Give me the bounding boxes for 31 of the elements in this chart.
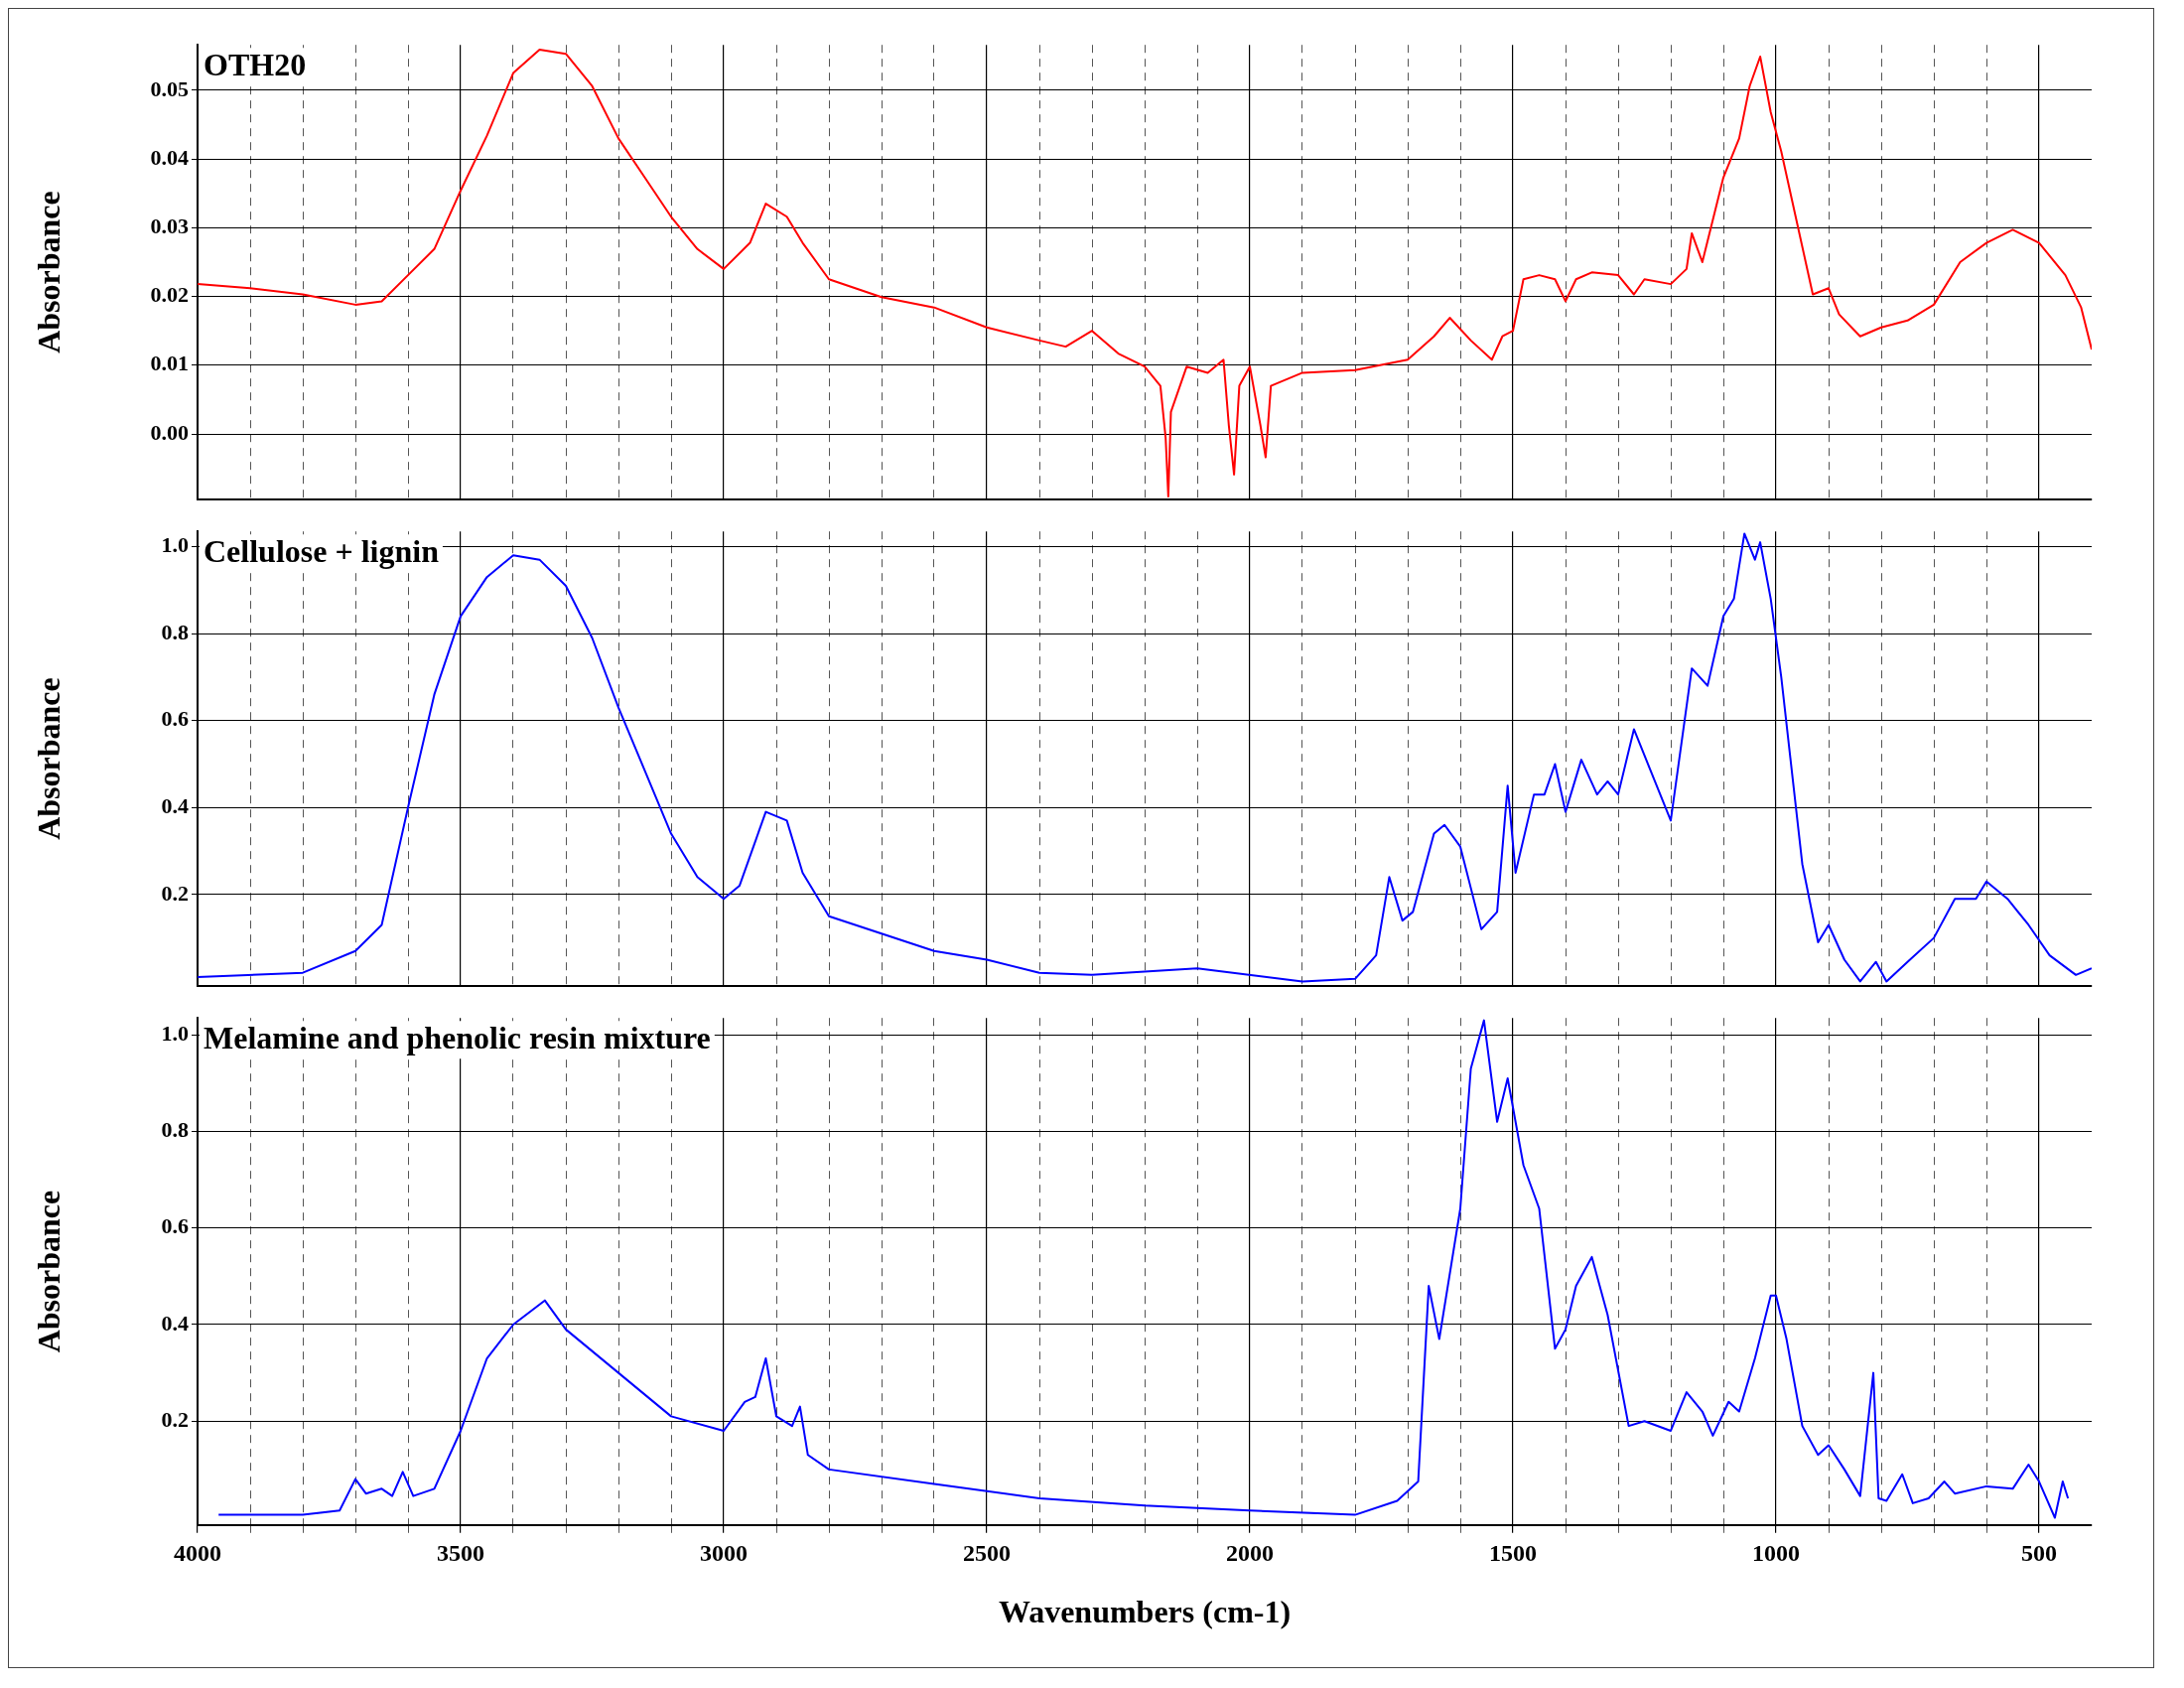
y-tick-label: 1.0 bbox=[161, 1020, 189, 1046]
y-tick-label: 0.4 bbox=[161, 1310, 189, 1336]
y-tick-label: 1.0 bbox=[161, 532, 189, 558]
x-tick-label: 500 bbox=[2021, 1540, 2057, 1567]
x-tick-label: 3500 bbox=[437, 1540, 484, 1567]
y-tick-label: 0.03 bbox=[150, 213, 189, 239]
y-tick-label: 0.2 bbox=[161, 880, 189, 906]
chart-title: Melamine and phenolic resin mixture bbox=[204, 1020, 711, 1056]
y-tick-label: 0.6 bbox=[161, 1213, 189, 1239]
x-tick-label: 2000 bbox=[1226, 1540, 1274, 1567]
y-tick-label: 0.6 bbox=[161, 706, 189, 732]
y-tick-label: 0.2 bbox=[161, 1406, 189, 1432]
x-tick-label: 2500 bbox=[963, 1540, 1011, 1567]
y-tick-label: 0.4 bbox=[161, 792, 189, 818]
y-axis-title: Absorbance bbox=[31, 191, 68, 353]
y-axis-title: Absorbance bbox=[31, 677, 68, 840]
x-tick-label: 4000 bbox=[174, 1540, 221, 1567]
y-tick-label: 0.8 bbox=[161, 1117, 189, 1143]
y-tick-label: 0.02 bbox=[150, 282, 189, 308]
y-tick-label: 0.05 bbox=[150, 75, 189, 101]
y-axis-title: Absorbance bbox=[31, 1190, 68, 1353]
x-tick-label: 1500 bbox=[1489, 1540, 1537, 1567]
x-tick-label: 3000 bbox=[700, 1540, 748, 1567]
y-tick-label: 0.00 bbox=[150, 419, 189, 445]
y-tick-label: 0.04 bbox=[150, 144, 189, 170]
x-tick-label: 1000 bbox=[1752, 1540, 1800, 1567]
x-axis-title: Wavenumbers (cm-1) bbox=[998, 1594, 1292, 1630]
chart-title: Cellulose + lignin bbox=[204, 533, 440, 570]
y-tick-label: 0.8 bbox=[161, 619, 189, 644]
chart-title: OTH20 bbox=[204, 47, 307, 83]
y-tick-label: 0.01 bbox=[150, 351, 189, 376]
